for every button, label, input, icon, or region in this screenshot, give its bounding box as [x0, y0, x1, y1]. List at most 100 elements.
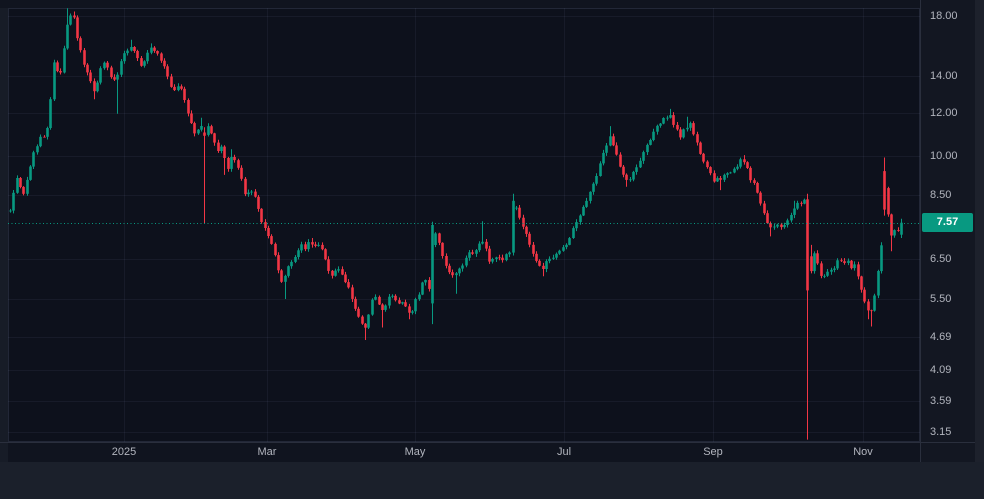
- price-tick-label: 4.69: [930, 330, 952, 343]
- candle: [558, 249, 561, 255]
- price-tick-label: 8.50: [930, 189, 952, 202]
- candle: [274, 242, 277, 257]
- candle: [267, 225, 270, 239]
- candle: [599, 161, 602, 177]
- candle: [826, 269, 829, 277]
- candle: [244, 177, 247, 197]
- time-tick-label: Jul: [556, 446, 572, 458]
- candle: [706, 160, 709, 169]
- candle: [501, 254, 504, 263]
- candle: [26, 176, 29, 196]
- candle: [471, 249, 474, 255]
- candle: [448, 263, 451, 275]
- time-tick-label: 2025: [111, 446, 137, 458]
- candle: [692, 121, 695, 136]
- candle: [532, 242, 535, 257]
- candle: [69, 13, 72, 26]
- candle: [883, 157, 886, 216]
- candle: [297, 248, 300, 260]
- candle: [404, 299, 407, 307]
- candle: [488, 245, 491, 264]
- price-tick-label: 10.00: [930, 150, 958, 163]
- time-tick-label: Sep: [703, 446, 723, 458]
- candle: [398, 297, 401, 305]
- candle: [843, 258, 846, 265]
- candle: [840, 258, 843, 262]
- price-tick-label: 3.15: [930, 425, 952, 438]
- candle: [227, 156, 230, 172]
- candle: [431, 221, 434, 325]
- candle: [260, 208, 263, 224]
- candle: [662, 117, 665, 125]
- candle: [783, 222, 786, 229]
- candle: [605, 143, 608, 156]
- candle: [615, 142, 618, 156]
- candle: [364, 323, 367, 340]
- candle: [820, 261, 823, 279]
- price-tick-label: 3.59: [930, 394, 952, 407]
- candle: [123, 50, 126, 64]
- candle: [434, 232, 437, 248]
- candle: [545, 259, 548, 273]
- price-tick-label: 12.00: [930, 106, 958, 119]
- candle: [853, 261, 856, 271]
- candle: [625, 173, 628, 187]
- candle: [870, 309, 873, 327]
- candle: [401, 301, 404, 305]
- candle: [572, 226, 575, 239]
- time-axis[interactable]: 2025 Mar May Jul Sep Nov: [8, 443, 920, 462]
- candle: [438, 232, 441, 246]
- candle: [146, 50, 149, 64]
- candle: [639, 157, 642, 168]
- candle: [354, 296, 357, 311]
- candle: [786, 218, 789, 228]
- last-price-badge: 7.57: [922, 212, 973, 232]
- candle: [156, 50, 159, 56]
- candle: [512, 193, 515, 256]
- candle: [773, 223, 776, 230]
- candle: [46, 126, 49, 140]
- candle: [719, 176, 722, 191]
- candle: [646, 143, 649, 155]
- candle: [800, 201, 803, 207]
- candle: [120, 59, 123, 77]
- candle: [609, 126, 612, 147]
- candle: [367, 314, 370, 329]
- chart-pane[interactable]: [8, 8, 920, 442]
- candle: [324, 248, 327, 261]
- candle: [689, 121, 692, 131]
- candle: [642, 150, 645, 164]
- candle: [652, 128, 655, 142]
- candle: [830, 267, 833, 275]
- candle: [66, 8, 69, 50]
- candle: [418, 292, 421, 301]
- candle: [187, 98, 190, 117]
- candle: [860, 275, 863, 293]
- candle: [585, 197, 588, 208]
- candle: [612, 133, 615, 147]
- candle: [495, 256, 498, 262]
- candle: [485, 239, 488, 252]
- candle: [217, 139, 220, 153]
- candle: [190, 110, 193, 124]
- candle: [32, 150, 35, 169]
- candle: [716, 176, 719, 182]
- candle: [465, 255, 468, 268]
- candle: [59, 68, 62, 75]
- candle: [76, 15, 79, 41]
- candle: [847, 258, 850, 266]
- candle: [344, 271, 347, 284]
- candle: [475, 249, 478, 257]
- candle: [163, 58, 166, 69]
- candle: [893, 229, 896, 238]
- candle: [441, 242, 444, 259]
- price-axis[interactable]: 7.57 18.00 14.00 12.00 10.00 8.50 6.50 5.50 4.6…: [921, 0, 975, 462]
- candle: [93, 78, 96, 100]
- candle: [481, 221, 484, 245]
- candle: [294, 255, 297, 264]
- candle: [357, 306, 360, 318]
- candle: [746, 161, 749, 169]
- candle: [166, 64, 169, 80]
- candle: [86, 63, 89, 76]
- candle: [682, 128, 685, 139]
